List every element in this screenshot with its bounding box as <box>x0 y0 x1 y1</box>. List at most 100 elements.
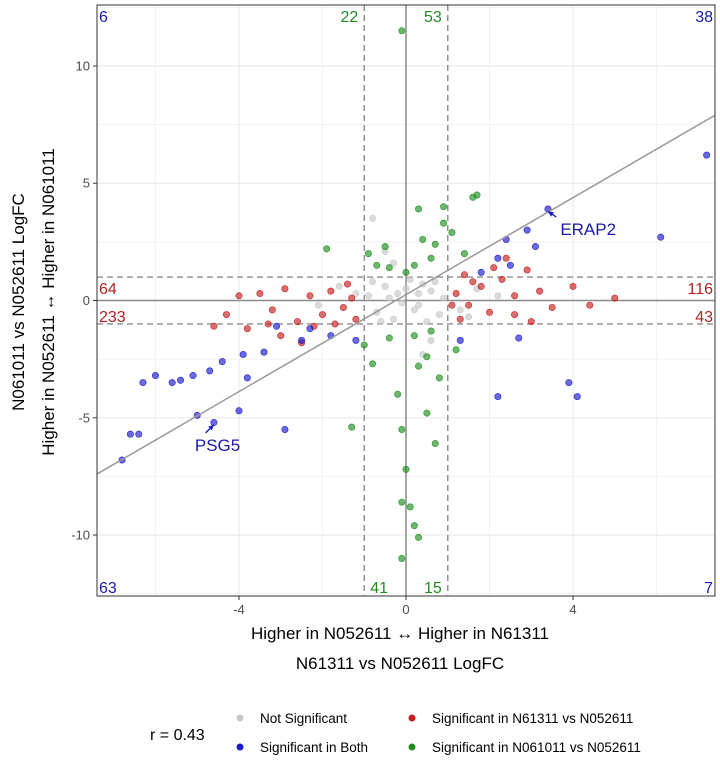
threshold-lines <box>97 5 715 596</box>
count-label-top-left: 6 <box>99 9 108 26</box>
y-axis-ticks: -10 -5 0 5 10 <box>71 58 97 543</box>
data-point <box>339 304 347 312</box>
data-point <box>348 294 356 302</box>
count-label-middle-left-upper: 64 <box>99 281 117 298</box>
data-point <box>410 261 418 269</box>
data-point <box>440 219 448 227</box>
data-point <box>448 228 456 236</box>
data-point <box>586 301 594 309</box>
data-point <box>385 264 393 272</box>
data-point <box>427 327 435 335</box>
data-point <box>402 268 410 276</box>
data-point <box>210 418 218 426</box>
data-point <box>431 278 439 286</box>
data-point <box>314 301 322 309</box>
data-point <box>210 322 218 330</box>
legend-label: Not Significant <box>260 711 347 726</box>
x-tick-label: -4 <box>233 602 245 617</box>
count-label-middle-left-lower: 233 <box>99 309 126 326</box>
data-point <box>406 503 414 511</box>
data-point <box>206 367 214 375</box>
data-point <box>473 191 481 199</box>
legend-label: Significant in N061011 vs N052611 <box>432 740 641 755</box>
annotation-arrowhead <box>208 424 214 431</box>
data-point <box>494 292 502 300</box>
data-point <box>298 336 306 344</box>
data-point <box>415 362 423 370</box>
data-point <box>218 357 226 365</box>
data-point <box>423 409 431 417</box>
data-point <box>410 306 418 314</box>
y-direction-label: Higher in N052611 ↔ Higher in N061011 <box>39 148 58 455</box>
data-point <box>477 282 485 290</box>
regression-line-path <box>96 114 716 475</box>
data-point <box>402 285 410 293</box>
data-point <box>177 376 185 384</box>
data-point <box>168 379 176 387</box>
data-point <box>293 318 301 326</box>
gene-annotations: ERAP2 PSG5 <box>195 210 616 455</box>
data-point <box>527 318 535 326</box>
data-point <box>435 374 443 382</box>
data-point <box>398 27 406 35</box>
legend-key <box>236 714 244 722</box>
data-point <box>494 254 502 262</box>
data-point <box>511 292 519 300</box>
data-point <box>352 289 360 297</box>
data-point <box>235 407 243 415</box>
data-point <box>394 289 402 297</box>
data-point <box>243 374 251 382</box>
data-point <box>344 280 352 288</box>
data-point <box>235 292 243 300</box>
data-point <box>511 311 519 319</box>
regression-line <box>96 114 716 475</box>
data-point <box>523 266 531 274</box>
data-point <box>369 214 377 222</box>
gene-label: ERAP2 <box>560 220 616 239</box>
data-point <box>410 522 418 530</box>
data-point <box>268 306 276 314</box>
data-point <box>611 294 619 302</box>
data-point <box>410 332 418 340</box>
legend-label: Significant in Both <box>260 740 368 755</box>
gene-label: PSG5 <box>195 436 240 455</box>
data-point <box>406 275 414 283</box>
data-point <box>381 282 389 290</box>
data-point <box>456 315 464 323</box>
series-significant_x <box>210 254 619 347</box>
data-point <box>264 320 272 328</box>
x-tick-label: 0 <box>402 602 409 617</box>
data-point <box>531 243 539 251</box>
y-tick-label: -10 <box>71 528 90 543</box>
data-point <box>385 334 393 342</box>
data-point <box>565 379 573 387</box>
data-point <box>189 372 197 380</box>
y-tick-label: 0 <box>83 293 90 308</box>
data-point <box>394 390 402 398</box>
count-label-middle-right-lower: 43 <box>695 309 713 326</box>
data-point <box>306 325 314 333</box>
y-tick-label: 10 <box>76 58 90 73</box>
data-point <box>389 315 397 323</box>
data-point <box>369 360 377 368</box>
data-point <box>456 336 464 344</box>
data-point <box>327 287 335 295</box>
data-point <box>135 430 143 438</box>
data-point <box>452 346 460 354</box>
data-point <box>415 289 423 297</box>
data-point <box>502 254 510 262</box>
data-point <box>360 341 368 349</box>
data-point <box>381 243 389 251</box>
x-axis-title: N61311 vs N052611 LogFC <box>296 654 504 673</box>
data-point <box>427 287 435 295</box>
data-point <box>498 275 506 283</box>
data-point <box>490 264 498 272</box>
legend-key <box>408 743 416 751</box>
data-point <box>385 294 393 302</box>
x-axis-ticks: -4 0 4 <box>233 596 577 617</box>
data-point <box>389 259 397 267</box>
data-point <box>573 393 581 401</box>
data-point <box>523 226 531 234</box>
data-point <box>657 233 665 241</box>
